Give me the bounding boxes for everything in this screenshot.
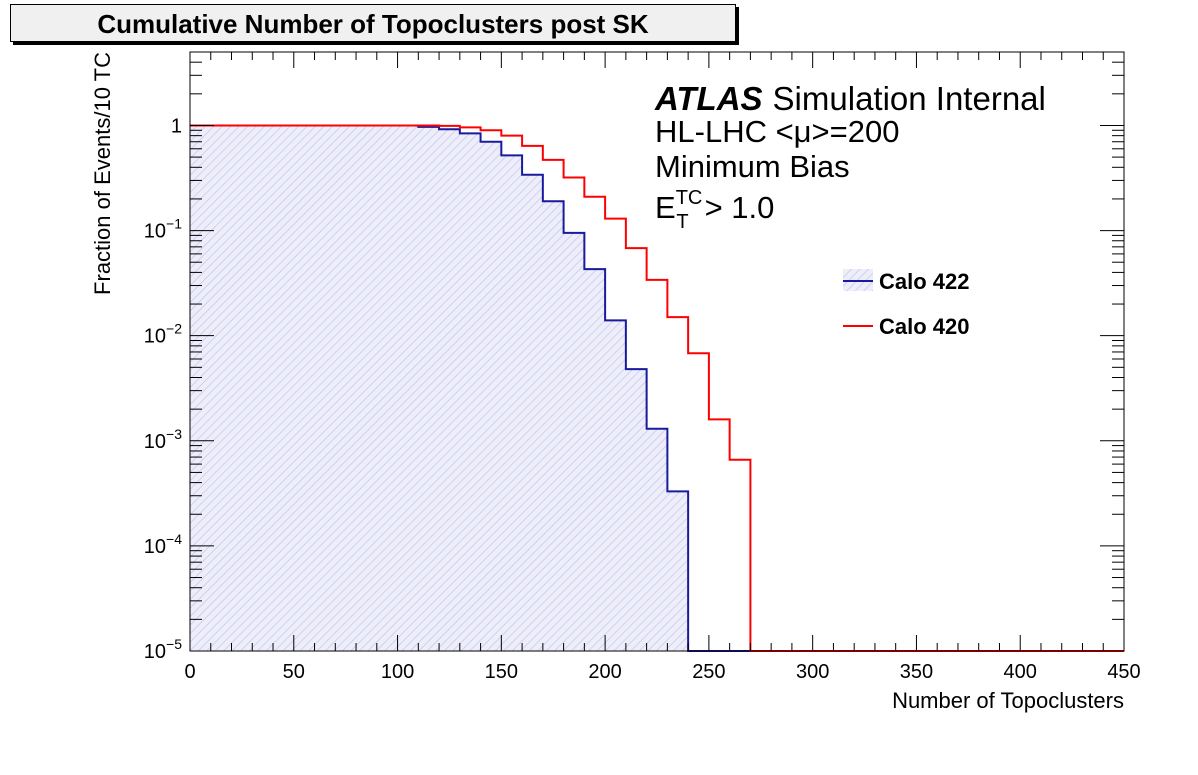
x-tick-label: 300 xyxy=(796,661,829,683)
chart-title: Cumulative Number of Topoclusters post S… xyxy=(10,4,736,42)
y-tick-label: 1 xyxy=(171,115,182,137)
annotation-cut-value: > 1.0 xyxy=(705,190,775,225)
atlas-status: Simulation Internal xyxy=(773,80,1046,117)
x-tick-label: 250 xyxy=(692,661,725,683)
y-tick-label: 10−1 xyxy=(144,216,182,243)
legend-label-1: Calo 420 xyxy=(879,314,970,339)
y-tick-base: 10 xyxy=(144,641,166,663)
x-tick-label: 100 xyxy=(381,661,414,683)
y-axis-label: Fraction of Events/10 TC xyxy=(90,52,115,295)
y-tick-base: 10 xyxy=(144,221,166,243)
x-tick-label: 150 xyxy=(485,661,518,683)
y-tick-exponent: −2 xyxy=(166,321,182,337)
x-tick-label: 200 xyxy=(588,661,621,683)
x-tick-label: 450 xyxy=(1107,661,1140,683)
y-tick-label: 10−3 xyxy=(144,426,182,453)
y-tick-base: 10 xyxy=(144,431,166,453)
x-axis-label: Number of Topoclusters xyxy=(892,688,1124,713)
atlas-label: ATLAS Simulation Internal xyxy=(654,80,1046,117)
annotation-cut-sup: TC xyxy=(676,187,703,209)
y-tick-label: 10−4 xyxy=(144,531,182,558)
y-tick-base: 10 xyxy=(144,326,166,348)
y-tick-exponent: −1 xyxy=(166,216,182,232)
y-tick-exponent: −4 xyxy=(166,531,182,547)
y-tick-exponent: −5 xyxy=(166,636,182,652)
annotation-cut: ETC T > 1.0 xyxy=(655,187,774,233)
x-tick-label: 400 xyxy=(1004,661,1037,683)
series-fill-0 xyxy=(190,125,1124,652)
annotation-pileup: HL-LHC <μ>=200 xyxy=(655,114,899,149)
annotation-cut-var: E xyxy=(655,190,676,225)
x-tick-label: 350 xyxy=(900,661,933,683)
atlas-experiment: ATLAS xyxy=(654,80,763,117)
y-tick-base: 1 xyxy=(171,115,182,137)
y-tick-exponent: −3 xyxy=(166,426,182,442)
y-tick-label: 10−5 xyxy=(144,636,182,663)
annotation-sample: Minimum Bias xyxy=(655,149,850,184)
x-tick-label: 0 xyxy=(184,661,195,683)
annotation-cut-sub: T xyxy=(676,211,688,233)
y-tick-label: 10−2 xyxy=(144,321,182,348)
legend-label-0: Calo 422 xyxy=(879,269,970,294)
x-tick-label: 50 xyxy=(283,661,305,683)
y-tick-base: 10 xyxy=(144,536,166,558)
